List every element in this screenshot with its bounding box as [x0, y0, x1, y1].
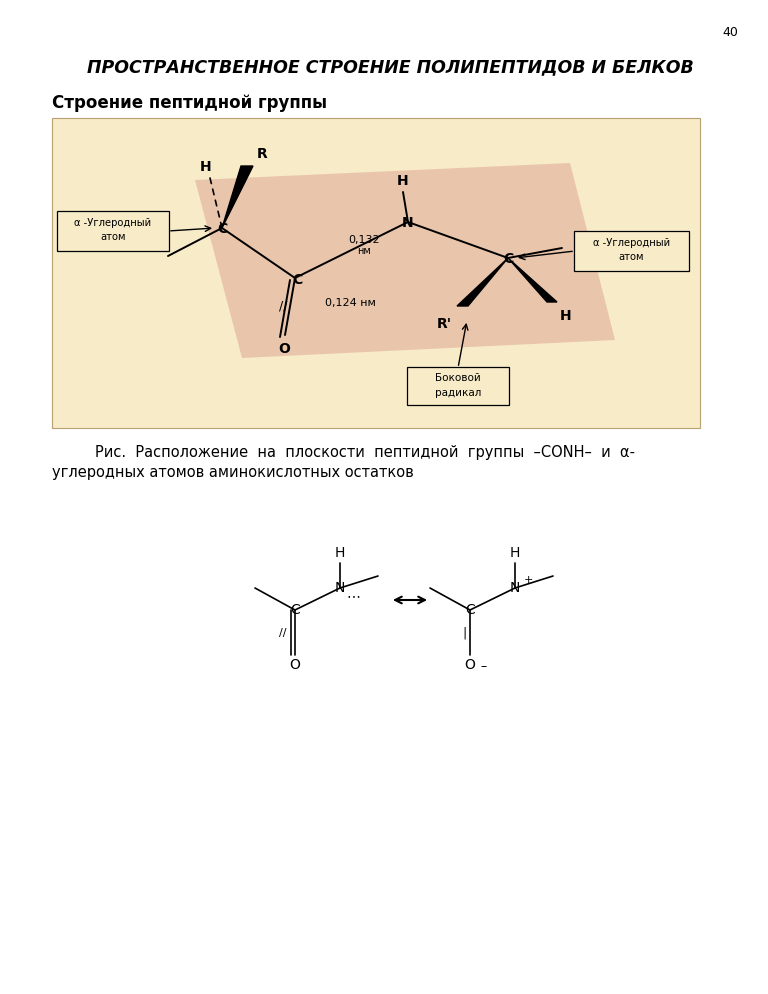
- Text: N: N: [510, 581, 520, 595]
- Text: углеродных атомов аминокислотных остатков: углеродных атомов аминокислотных остатко…: [52, 464, 414, 479]
- Text: C: C: [290, 603, 300, 617]
- Text: 40: 40: [722, 26, 738, 39]
- Polygon shape: [508, 258, 557, 302]
- Text: //: //: [279, 299, 287, 312]
- Text: R: R: [257, 147, 267, 161]
- Text: Рис.  Расположение  на  плоскости  пептидной  группы  –CONH–  и  α-: Рис. Расположение на плоскости пептидной…: [95, 444, 635, 459]
- Text: 0,124 нм: 0,124 нм: [325, 298, 376, 308]
- Text: R': R': [436, 317, 452, 331]
- Text: нм: нм: [357, 246, 371, 256]
- Polygon shape: [195, 163, 615, 358]
- Text: Боковой: Боковой: [435, 373, 481, 383]
- Text: 0,132: 0,132: [348, 235, 380, 245]
- Text: H: H: [335, 546, 345, 560]
- Text: C: C: [503, 252, 513, 266]
- Text: |: |: [463, 626, 467, 639]
- Text: ПРОСТРАНСТВЕННОЕ СТРОЕНИЕ ПОЛИПЕПТИДОВ И БЕЛКОВ: ПРОСТРАНСТВЕННОЕ СТРОЕНИЕ ПОЛИПЕПТИДОВ И…: [87, 58, 694, 76]
- Text: N: N: [335, 581, 345, 595]
- Text: –: –: [481, 660, 487, 674]
- Text: N: N: [402, 216, 414, 230]
- Polygon shape: [457, 258, 508, 306]
- FancyBboxPatch shape: [574, 231, 689, 271]
- Text: O: O: [290, 658, 300, 672]
- Text: H: H: [510, 546, 520, 560]
- Text: ⋯: ⋯: [346, 589, 360, 603]
- Text: C: C: [217, 222, 227, 236]
- Text: Строение пептидной группы: Строение пептидной группы: [52, 94, 327, 112]
- Text: +: +: [523, 575, 533, 585]
- Text: O: O: [465, 658, 475, 672]
- Text: α -Углеродный: α -Углеродный: [593, 238, 670, 248]
- Text: //: //: [280, 628, 286, 638]
- Text: α -Углеродный: α -Углеродный: [74, 218, 151, 228]
- Text: H: H: [397, 174, 409, 188]
- Text: H: H: [200, 160, 212, 174]
- Polygon shape: [222, 166, 253, 228]
- Text: C: C: [465, 603, 475, 617]
- FancyBboxPatch shape: [407, 367, 509, 405]
- Bar: [52, 118, 700, 428]
- Text: H: H: [560, 309, 572, 323]
- FancyBboxPatch shape: [57, 211, 169, 251]
- Text: атом: атом: [619, 252, 644, 262]
- Text: радикал: радикал: [435, 388, 482, 398]
- Text: O: O: [278, 342, 290, 356]
- Text: C: C: [292, 273, 302, 287]
- Text: атом: атом: [101, 232, 126, 242]
